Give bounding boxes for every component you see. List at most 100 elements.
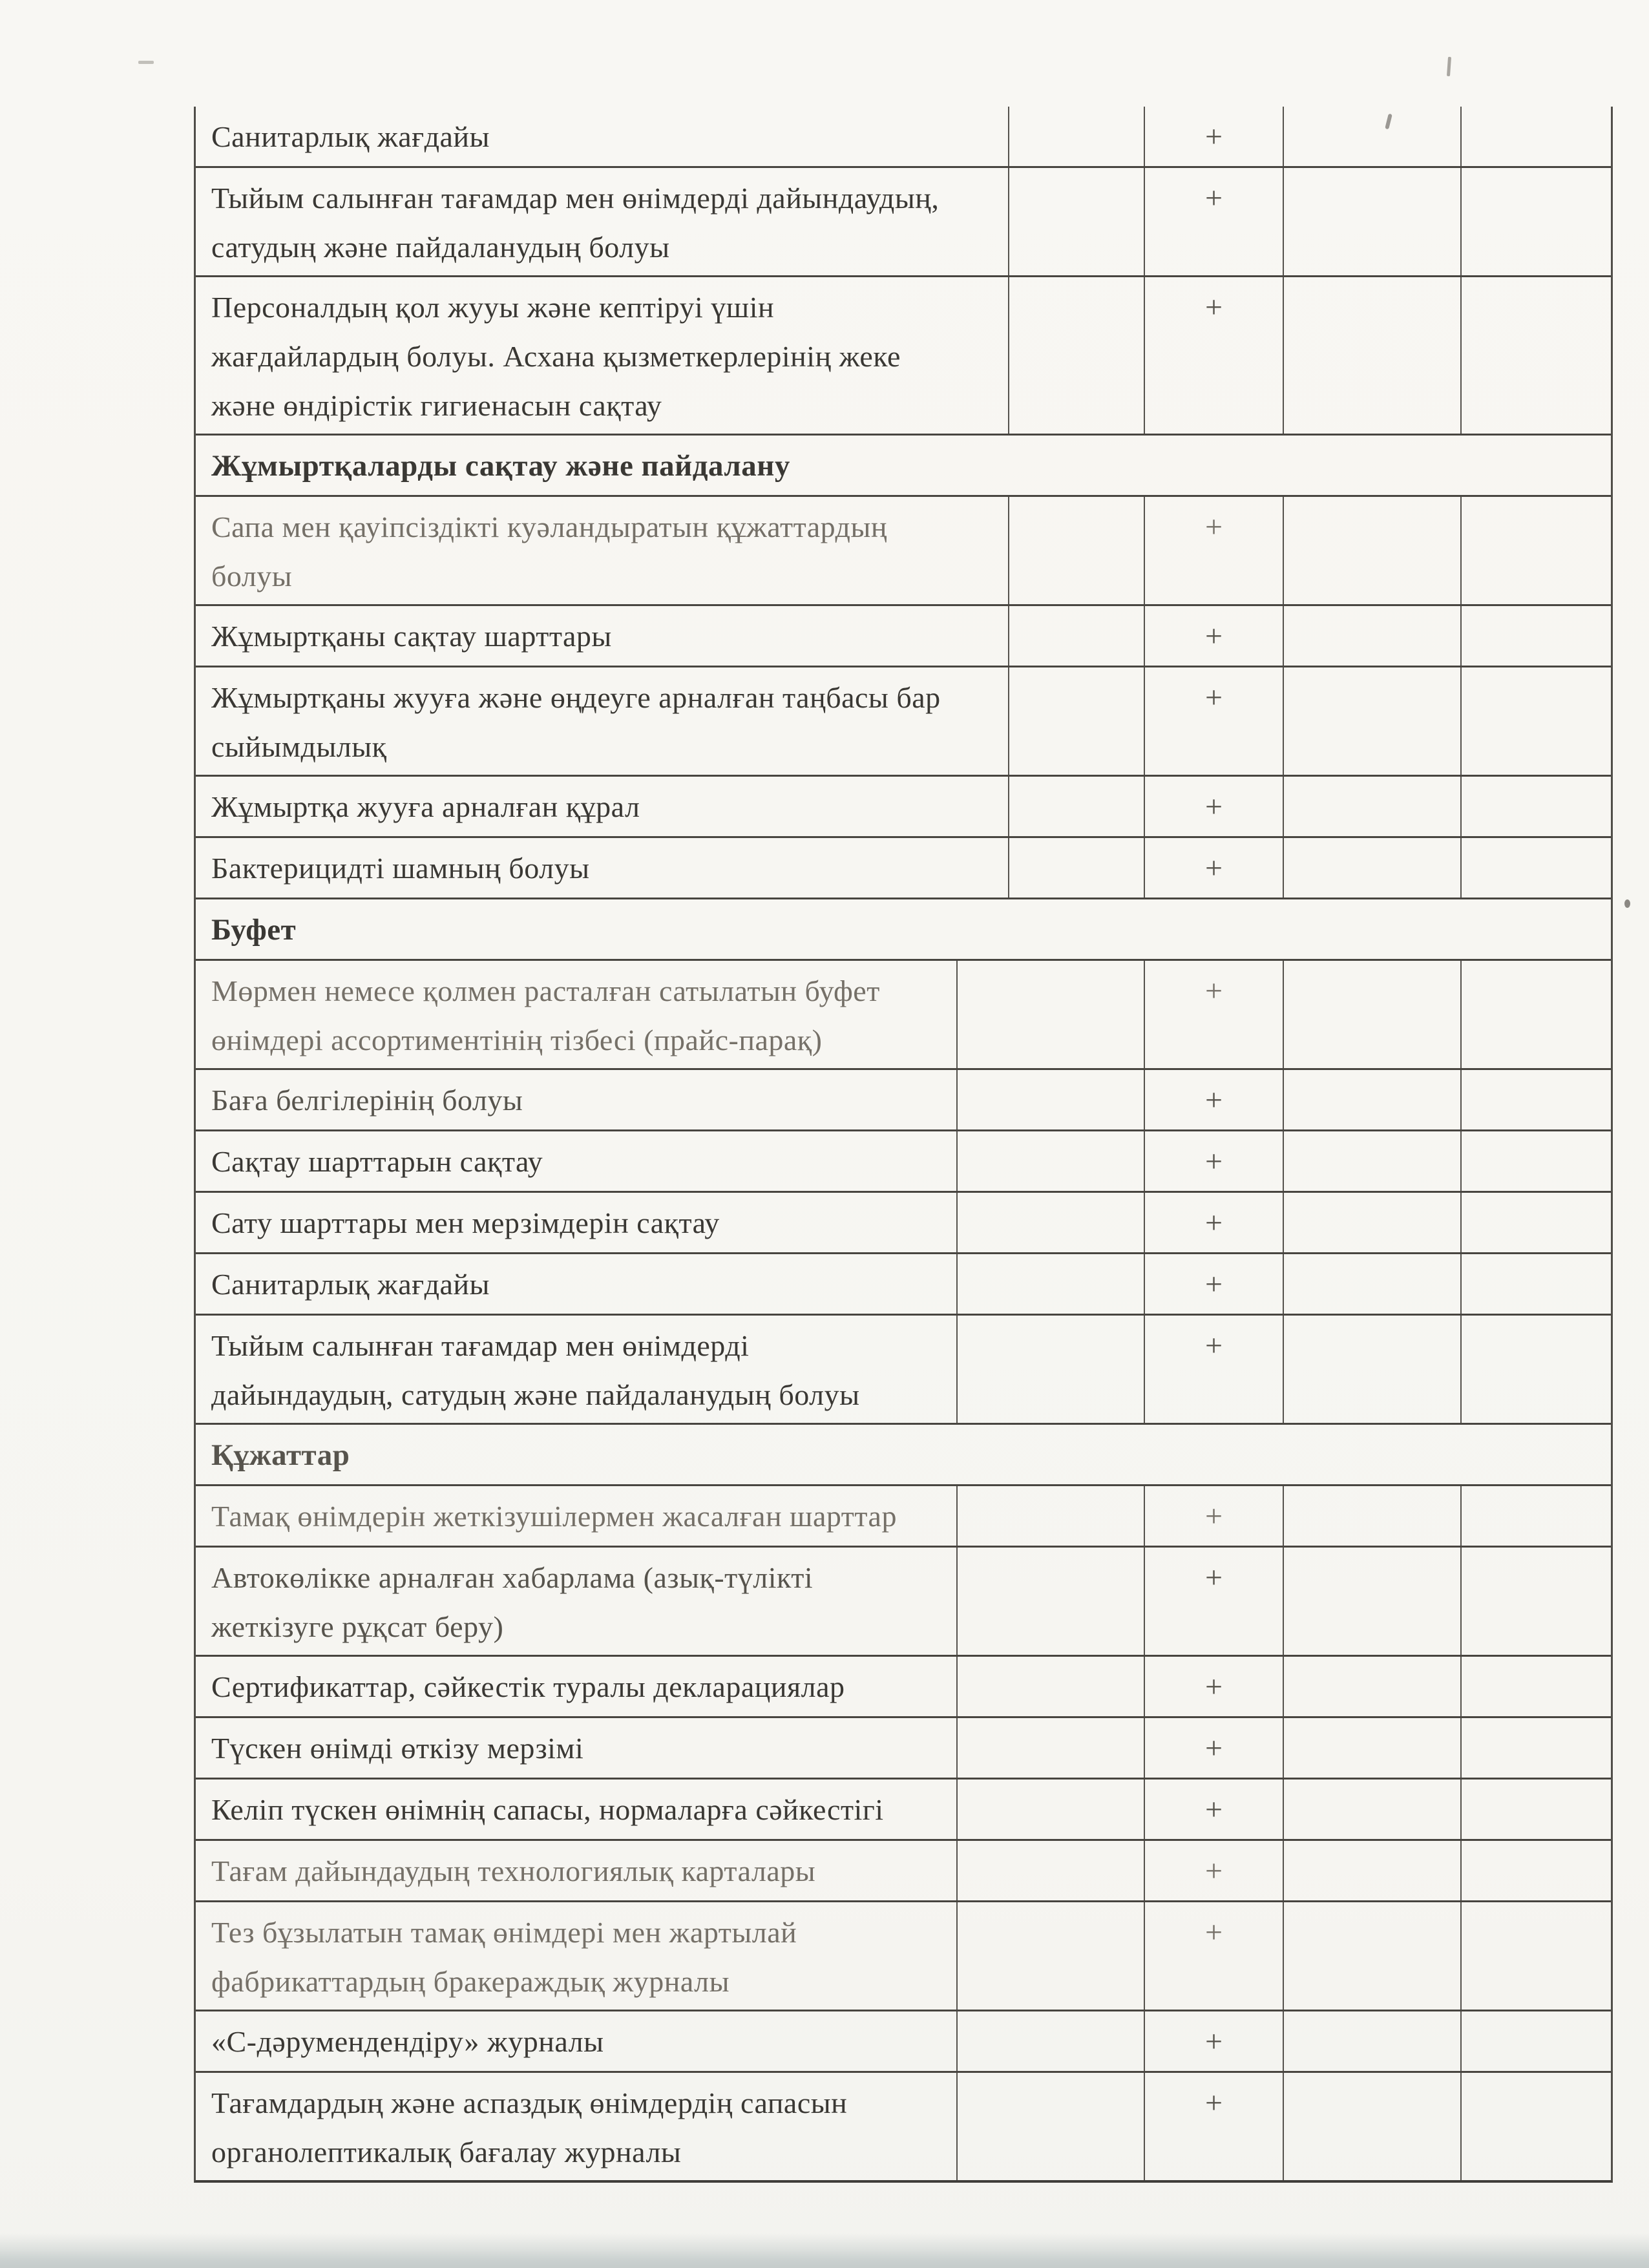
table-row: Тыйым салынған тағамдар мен өнімдерді да… (196, 166, 1611, 275)
section-header-label: Буфет (211, 913, 297, 947)
empty-cell (1460, 606, 1611, 666)
empty-cell (1460, 1657, 1611, 1716)
criteria-cell: Түскен өнімді өткізу мерзімі (211, 1732, 584, 1765)
compliance-mark-cell: + (1144, 961, 1283, 1068)
compliance-mark-cell: + (1144, 1254, 1283, 1314)
compliance-mark-cell: + (1144, 667, 1283, 775)
compliance-mark-cell: + (1144, 1780, 1283, 1839)
empty-cell (956, 1718, 1144, 1778)
empty-cell (1008, 777, 1144, 836)
compliance-mark-cell: + (1144, 107, 1283, 166)
empty-cell (1283, 1254, 1460, 1314)
empty-cell (1460, 1780, 1611, 1839)
empty-cell (956, 1780, 1144, 1839)
criteria-cell: Сапа мен қауіпсіздікті куәландыратын құж… (211, 510, 887, 593)
section-header-label: Құжаттар (211, 1438, 350, 1472)
empty-cell (1460, 1486, 1611, 1546)
criteria-cell: «С-дәрумендендіру» журналы (211, 2025, 604, 2058)
empty-cell (1283, 606, 1460, 666)
empty-cell (1283, 1548, 1460, 1655)
empty-cell (1283, 1841, 1460, 1900)
criteria-cell: Сату шарттары мен мерзімдерін сақтау (211, 1206, 720, 1239)
section-header-label: Жұмыртқаларды сақтау және пайдалану (211, 449, 790, 483)
table-row: Тағамдардың және аспаздық өнімдердің сап… (196, 2071, 1611, 2180)
criteria-cell: Санитарлық жағдайы (211, 120, 490, 153)
table-row: Тез бұзылатын тамақ өнімдері мен жартыла… (196, 1900, 1611, 2010)
empty-cell (956, 2011, 1144, 2071)
table-row: Персоналдың қол жууы және кептіруі үшін … (196, 275, 1611, 434)
empty-cell (1283, 1902, 1460, 2010)
empty-cell (956, 1486, 1144, 1546)
table-row: Сертификаттар, сәйкестік туралы декларац… (196, 1655, 1611, 1716)
table-row: Жұмыртқаны жууға және өңдеуге арналған т… (196, 666, 1611, 775)
table-row: Тыйым салынған тағамдар мен өнімдерді да… (196, 1314, 1611, 1423)
empty-cell (956, 1131, 1144, 1191)
empty-cell (956, 2073, 1144, 2180)
empty-cell (1460, 497, 1611, 604)
empty-cell (1008, 606, 1144, 666)
empty-cell (1283, 1193, 1460, 1252)
table-row: Сапа мен қауіпсіздікті куәландыратын құж… (196, 495, 1611, 604)
empty-cell (956, 1548, 1144, 1655)
empty-cell (1008, 168, 1144, 275)
criteria-cell: Мөрмен немесе қолмен расталған сатылатын… (211, 974, 880, 1056)
criteria-cell: Тыйым салынған тағамдар мен өнімдерді да… (211, 182, 940, 264)
compliance-mark-cell: + (1144, 2011, 1283, 2071)
criteria-cell: Келіп түскен өнімнің сапасы, нормаларға … (211, 1793, 884, 1826)
table-row: Тағам дайындаудың технологиялық карталар… (196, 1839, 1611, 1900)
empty-cell (1460, 1070, 1611, 1129)
table-row: Санитарлық жағдайы + (196, 1252, 1611, 1314)
criteria-cell: Санитарлық жағдайы (211, 1268, 490, 1301)
compliance-mark-cell: + (1144, 277, 1283, 434)
empty-cell (1283, 1718, 1460, 1778)
scan-speck (1446, 56, 1452, 77)
empty-cell (1460, 168, 1611, 275)
empty-cell (1460, 777, 1611, 836)
empty-cell (1283, 1070, 1460, 1129)
empty-cell (1283, 497, 1460, 604)
scan-speck (1624, 899, 1630, 908)
criteria-cell: Тамақ өнімдерін жеткізушілермен жасалған… (211, 1500, 897, 1533)
table-row: Жұмыртқаны сақтау шарттары + (196, 604, 1611, 666)
empty-cell (1460, 1316, 1611, 1423)
table-row: Жұмыртқа жууға арналған құрал + (196, 775, 1611, 836)
empty-cell (1460, 1193, 1611, 1252)
compliance-mark-cell: + (1144, 1193, 1283, 1252)
empty-cell (956, 1657, 1144, 1716)
empty-cell (1283, 838, 1460, 898)
table-row: Мөрмен немесе қолмен расталған сатылатын… (196, 959, 1611, 1068)
criteria-cell: Тағамдардың және аспаздық өнімдердің сап… (211, 2086, 848, 2168)
empty-cell (1008, 107, 1144, 166)
criteria-cell: Жұмыртқаны сақтау шарттары (211, 620, 612, 653)
empty-cell (1460, 1548, 1611, 1655)
criteria-cell: Сақтау шарттарын сақтау (211, 1145, 543, 1178)
empty-cell (1283, 961, 1460, 1068)
compliance-mark-cell: + (1144, 1070, 1283, 1129)
compliance-mark-cell: + (1144, 1548, 1283, 1655)
empty-cell (1460, 277, 1611, 434)
table-row: Түскен өнімді өткізу мерзімі + (196, 1716, 1611, 1778)
table-row: Сақтау шарттарын сақтау + (196, 1129, 1611, 1191)
empty-cell (1283, 667, 1460, 775)
criteria-cell: Жұмыртқа жууға арналған құрал (211, 790, 640, 823)
empty-cell (1283, 277, 1460, 434)
criteria-cell: Сертификаттар, сәйкестік туралы декларац… (211, 1670, 845, 1703)
criteria-cell: Тағам дайындаудың технологиялық карталар… (211, 1854, 816, 1887)
table-row: Санитарлық жағдайы + (196, 107, 1611, 166)
compliance-mark-cell: + (1144, 497, 1283, 604)
section-header-row: Құжаттар (196, 1423, 1611, 1484)
criteria-cell: Персоналдың қол жууы және кептіруі үшін … (211, 291, 901, 422)
criteria-cell: Жұмыртқаны жууға және өңдеуге арналған т… (211, 681, 941, 763)
section-header-row: Жұмыртқаларды сақтау және пайдалану (196, 434, 1611, 495)
inspection-checklist-table: Санитарлық жағдайы + Тыйым салынған тағамд… (194, 107, 1613, 2183)
scan-speck (138, 61, 154, 64)
compliance-mark-cell: + (1144, 1718, 1283, 1778)
empty-cell (1460, 1841, 1611, 1900)
table-row: Бактерицидті шамның болуы + (196, 836, 1611, 898)
table-row: Тамақ өнімдерін жеткізушілермен жасалған… (196, 1484, 1611, 1546)
table-row: Сату шарттары мен мерзімдерін сақтау + (196, 1191, 1611, 1252)
compliance-mark-cell: + (1144, 2073, 1283, 2180)
empty-cell (956, 1070, 1144, 1129)
empty-cell (956, 961, 1144, 1068)
section-header-row: Буфет (196, 898, 1611, 959)
